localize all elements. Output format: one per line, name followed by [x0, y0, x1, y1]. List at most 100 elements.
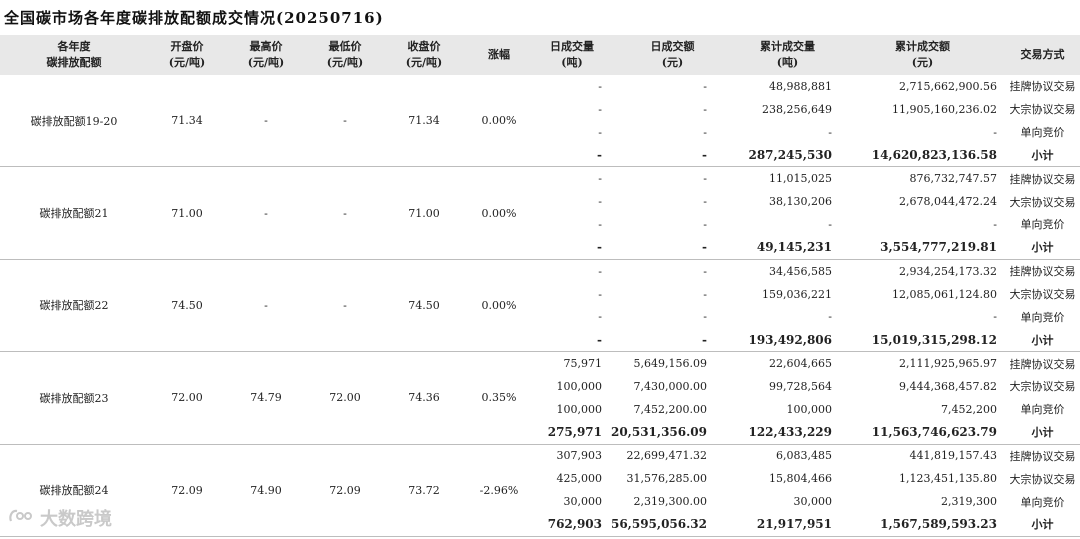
- daily-amount-cell: -: [703, 264, 707, 278]
- trade-type-cell: 挂牌协议交易: [1009, 80, 1076, 94]
- low-price-cell: 72.09: [306, 444, 384, 537]
- table-row: 100,000 7,452,200.00 100,000 7,452,200 单向竞价: [0, 398, 1080, 421]
- daily-volume-cell: -: [598, 217, 602, 231]
- cumulative-amount-cell: -: [993, 217, 997, 231]
- daily-amount-cell: 7,430,000.00: [633, 379, 707, 393]
- cumulative-volume-cell: -: [828, 217, 832, 231]
- daily-volume-cell: -: [598, 310, 602, 324]
- cumulative-amount-cell: -: [993, 310, 997, 324]
- daily-volume-cell: 30,000: [563, 495, 603, 509]
- trade-type-cell: 大宗协议交易: [1009, 380, 1076, 394]
- cumulative-volume-cell: -: [828, 310, 832, 324]
- table-row: 碳排放配额24 72.09 74.90 72.09 73.72 -2.96% 307,903…: [0, 444, 1080, 537]
- subtotal-row: - -49,145,231 3,554,777,219.81 小计: [0, 235, 1080, 260]
- change-cell: 0.00%: [464, 166, 534, 260]
- cumulative-volume-cell: 34,456,585: [769, 264, 832, 278]
- daily-amount-cell: 20,531,356.09: [610, 420, 735, 445]
- table-row: 碳排放配额22 74.50- -74.50 0.00% - -34,456,585 2,93…: [0, 259, 1080, 353]
- carbon-trade-table: 各年度 碳排放配额 开盘价 (元/吨) 最高价 (元/吨) 最低价 (元/吨) 收盘价(…: [0, 35, 1080, 537]
- cumulative-amount-cell: 2,678,044,472.24: [899, 195, 997, 209]
- cumulative-amount-cell: 1,567,589,593.23: [840, 513, 1005, 537]
- cumulative-volume-cell: 21,917,951: [735, 513, 840, 537]
- daily-volume-cell: -: [598, 125, 602, 139]
- cumulative-amount-cell: 11,905,160,236.02: [892, 102, 997, 116]
- daily-amount-cell: -: [703, 79, 707, 93]
- daily-volume-cell: -: [598, 264, 602, 278]
- cumulative-volume-cell: 238,256,649: [762, 102, 832, 116]
- cumulative-amount-cell: -: [993, 125, 997, 139]
- close-price-cell: 74.50: [384, 259, 464, 353]
- subtotal-row: 275,971 20,531,356.09 122,433,229 11,563,74…: [0, 420, 1080, 445]
- table-row: - - - - 单向竞价: [0, 305, 1080, 328]
- ellipsis-logo-icon: [8, 507, 34, 530]
- allowance-name-cell: 碳排放配额21: [0, 166, 148, 260]
- cumulative-amount-cell: 12,085,061,124.80: [892, 287, 997, 301]
- cumulative-volume-cell: 15,804,466: [769, 472, 832, 486]
- table-row: 30,000 2,319,300.00 30,000 2,319,300 单向竞价: [0, 490, 1080, 513]
- daily-amount-cell: 56,595,056.32: [610, 513, 735, 537]
- trade-type-cell: 大宗协议交易: [1009, 472, 1076, 486]
- subtotal-row: - -193,492,806 15,019,315,298.12 小计: [0, 328, 1080, 353]
- daily-volume-cell: 100,000: [556, 402, 603, 416]
- daily-volume-cell: -: [534, 235, 610, 260]
- table-row: - - - - 单向竞价: [0, 213, 1080, 236]
- cumulative-volume-cell: 48,988,881: [769, 79, 832, 93]
- header-change: 涨幅: [464, 35, 534, 75]
- change-cell: 0.00%: [464, 259, 534, 353]
- header-trade-type: 交易方式: [1005, 35, 1080, 75]
- open-price-cell: 72.09: [148, 444, 226, 537]
- table-row: - - 159,036,221 12,085,061,124.80 大宗协议交易: [0, 283, 1080, 306]
- trade-type-cell: 小计: [1005, 143, 1080, 168]
- table-row: 碳排放配额19-20 71.34- -71.34 0.00% - -48,988,881 2…: [0, 75, 1080, 168]
- cumulative-amount-cell: 7,452,200: [941, 402, 997, 416]
- daily-volume-cell: -: [534, 143, 610, 168]
- daily-amount-cell: 31,576,285.00: [626, 472, 707, 486]
- high-price-cell: 74.79: [226, 351, 306, 445]
- trade-type-cell: 单向竞价: [1020, 218, 1065, 232]
- cumulative-amount-cell: 3,554,777,219.81: [840, 235, 1005, 260]
- cumulative-amount-cell: 876,732,747.57: [909, 172, 997, 186]
- trade-type-cell: 单向竞价: [1020, 495, 1065, 509]
- daily-amount-cell: -: [703, 125, 707, 139]
- header-cumulative-volume: 累计成交量 (吨): [735, 35, 840, 75]
- daily-volume-cell: -: [534, 328, 610, 353]
- daily-volume-cell: 100,000: [556, 379, 603, 393]
- watermark-text: 大数跨境: [40, 509, 112, 530]
- cumulative-amount-cell: 2,319,300: [941, 495, 997, 509]
- open-price-cell: 71.34: [148, 75, 226, 168]
- low-price-cell: -: [306, 166, 384, 260]
- table-row: 425,000 31,576,285.00 15,804,466 1,123,451,…: [0, 467, 1080, 490]
- daily-amount-cell: -: [703, 217, 707, 231]
- table-row: - - 238,256,649 11,905,160,236.02 大宗协议交易: [0, 98, 1080, 121]
- daily-volume-cell: -: [598, 172, 602, 186]
- daily-amount-cell: -: [703, 287, 707, 301]
- cumulative-volume-cell: 30,000: [793, 495, 833, 509]
- change-cell: 0.00%: [464, 75, 534, 168]
- header-close: 收盘价 (元/吨): [384, 35, 464, 75]
- cumulative-amount-cell: 15,019,315,298.12: [840, 328, 1005, 353]
- header-low: 最低价 (元/吨): [306, 35, 384, 75]
- high-price-cell: -: [226, 75, 306, 168]
- cumulative-volume-cell: 38,130,206: [769, 195, 832, 209]
- open-price-cell: 72.00: [148, 351, 226, 445]
- daily-amount-cell: -: [703, 102, 707, 116]
- cumulative-volume-cell: 287,245,530: [735, 143, 840, 168]
- trade-type-cell: 大宗协议交易: [1009, 288, 1076, 302]
- open-price-cell: 74.50: [148, 259, 226, 353]
- cumulative-volume-cell: -: [828, 125, 832, 139]
- daily-amount-cell: 7,452,200.00: [633, 402, 707, 416]
- low-price-cell: -: [306, 75, 384, 168]
- daily-volume-cell: 307,903: [556, 449, 603, 463]
- trade-type-cell: 单向竞价: [1020, 126, 1065, 140]
- close-price-cell: 74.36: [384, 351, 464, 445]
- cumulative-amount-cell: 9,444,368,457.82: [899, 379, 997, 393]
- change-cell: -2.96%: [464, 444, 534, 537]
- table-row: - - 38,130,206 2,678,044,472.24 大宗协议交易: [0, 190, 1080, 213]
- header-daily-volume: 日成交量 (吨): [534, 35, 610, 75]
- trade-type-cell: 单向竞价: [1020, 403, 1065, 417]
- daily-amount-cell: -: [610, 235, 735, 260]
- cumulative-volume-cell: 100,000: [786, 402, 833, 416]
- daily-amount-cell: -: [610, 328, 735, 353]
- cumulative-amount-cell: 11,563,746,623.79: [840, 420, 1005, 445]
- trade-type-cell: 大宗协议交易: [1009, 103, 1076, 117]
